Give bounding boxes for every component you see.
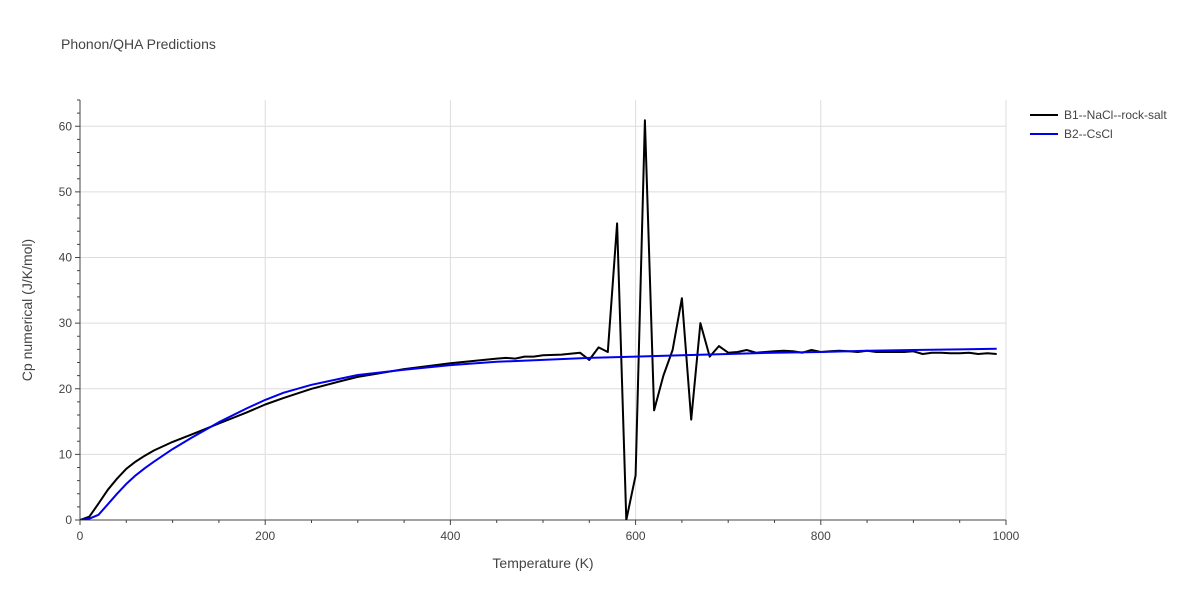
x-tick-label: 400 <box>440 529 460 543</box>
series-line-1 <box>80 119 997 520</box>
x-axis-label: Temperature (K) <box>492 555 593 571</box>
y-tick-label: 60 <box>59 119 73 133</box>
y-tick-label: 50 <box>59 185 73 199</box>
legend[interactable]: B1--NaCl--rock-salt B2--CsCl <box>1030 108 1167 141</box>
x-tick-label: 200 <box>255 529 275 543</box>
y-tick-label: 30 <box>59 316 73 330</box>
x-tick-label: 800 <box>811 529 831 543</box>
y-tick-label: 0 <box>65 513 72 527</box>
x-tick-label: 600 <box>626 529 646 543</box>
axes: 0 200 400 600 800 1000 0 10 20 30 40 50 60 <box>59 99 1020 543</box>
grid-lines <box>80 100 1007 520</box>
legend-label-1: B1--NaCl--rock-salt <box>1064 108 1167 122</box>
series-line-2 <box>80 347 997 520</box>
y-tick-label: 20 <box>59 382 73 396</box>
y-axis-label: Cp numerical (J/K/mol) <box>19 239 35 381</box>
chart-title: Phonon/QHA Predictions <box>61 36 216 52</box>
series-lines <box>80 119 997 520</box>
y-tick-label: 10 <box>59 447 73 461</box>
x-tick-label: 0 <box>77 529 84 543</box>
legend-label-2: B2--CsCl <box>1064 127 1113 141</box>
x-tick-label: 1000 <box>993 529 1020 543</box>
y-tick-label: 40 <box>59 251 73 265</box>
